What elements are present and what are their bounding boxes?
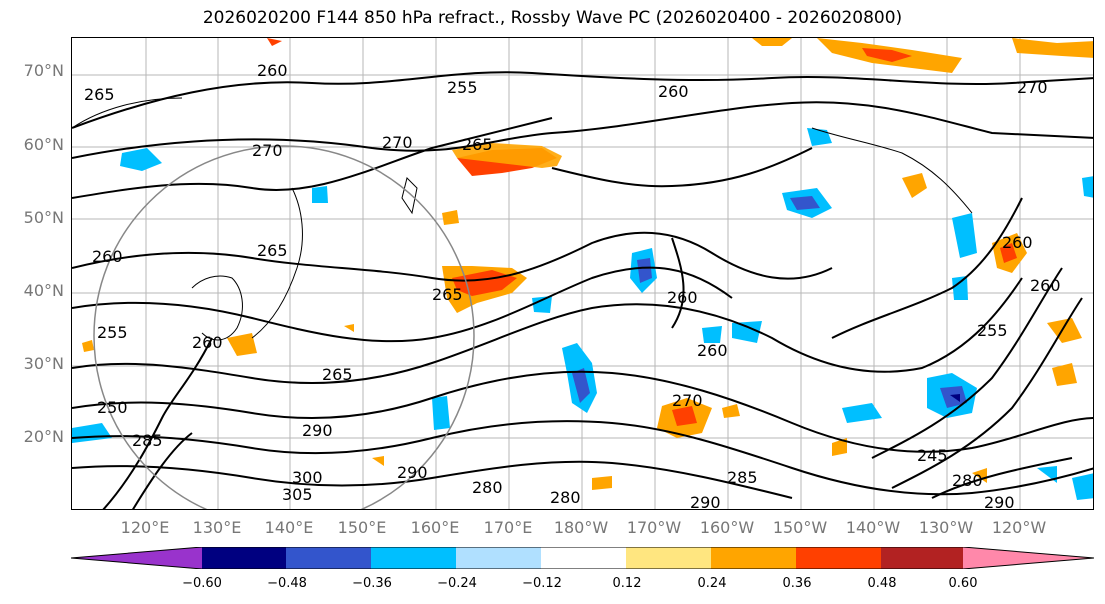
lon-label: 130°W [918, 518, 974, 537]
map-panel: 260 255 265 260 270 270 265 260 265 265 … [71, 37, 1094, 510]
contour-label: 260 [658, 82, 689, 101]
contour-label: 270 [672, 391, 703, 410]
contour-label: 280 [472, 478, 503, 497]
contour-label: 280 [952, 471, 983, 490]
contour-label: 265 [84, 85, 115, 104]
colorbar-tick-label: −0.36 [352, 576, 392, 591]
colorbar-tick-label: 0.48 [867, 576, 897, 591]
colorbar-tick-label: 0.12 [612, 576, 642, 591]
colorbar-segment [202, 547, 287, 569]
lon-label: 160°W [699, 518, 755, 537]
lon-label: 130°E [192, 518, 242, 537]
contour-label: 265 [322, 365, 353, 384]
anomaly-fills [72, 38, 1093, 500]
colorbar-tick-label: −0.12 [522, 576, 562, 591]
contour-label: 250 [97, 398, 128, 417]
colorbar-tick-label: −0.48 [267, 576, 307, 591]
contour-label: 290 [302, 421, 333, 440]
map-canvas: 260 255 265 260 270 270 265 260 265 265 … [72, 38, 1093, 510]
colorbar-segment [881, 547, 964, 569]
map-title: 2026020200 F144 850 hPa refract., Rossby… [202, 8, 903, 28]
lon-label: 170°E [483, 518, 533, 537]
colorbar-segment [371, 547, 457, 569]
contour-label: 270 [252, 141, 283, 160]
lon-label: 120°E [120, 518, 170, 537]
lon-label: 120°W [991, 518, 1047, 537]
colorbar-segment [71, 547, 202, 569]
contour-label: 285 [132, 431, 163, 450]
contour-label: 255 [977, 321, 1008, 340]
contour-label: 260 [1002, 233, 1033, 252]
contour-label: 265 [432, 285, 463, 304]
contour-label: 255 [97, 323, 128, 342]
colorbar-tick-label: −0.60 [182, 576, 222, 591]
contour-label: 270 [382, 133, 413, 152]
contour-label: 265 [257, 241, 288, 260]
lat-label: 50°N [23, 208, 64, 227]
contour-label: 260 [1030, 276, 1061, 295]
contour-label: 255 [447, 78, 478, 97]
contour-label: 265 [462, 135, 493, 154]
contour-lines [72, 71, 1093, 509]
coastlines [72, 97, 973, 341]
lon-label: 150°E [337, 518, 387, 537]
contour-label: 305 [282, 485, 313, 504]
lon-label: 150°W [772, 518, 828, 537]
colorbar-segment [286, 547, 372, 569]
lon-label: 160°E [410, 518, 460, 537]
contour-label: 260 [92, 247, 123, 266]
contour-label-group: 260 255 265 260 270 270 265 260 265 265 … [84, 61, 1061, 510]
contour-label: 290 [690, 493, 721, 510]
colorbar-tick-label: 0.60 [948, 576, 978, 591]
lat-label: 40°N [23, 281, 64, 300]
contour-label: 300 [292, 468, 323, 487]
contour-label: 245 [917, 446, 948, 465]
colorbar-tick-label: 0.24 [697, 576, 727, 591]
lat-label: 60°N [23, 135, 64, 154]
contour-label: 280 [550, 488, 581, 507]
contour-label: 270 [1017, 78, 1048, 97]
contour-label: 260 [667, 288, 698, 307]
colorbar [71, 547, 1094, 569]
colorbar-segment [796, 547, 882, 569]
contour-label: 285 [727, 468, 758, 487]
contour-label: 260 [697, 341, 728, 360]
colorbar-segment [541, 547, 627, 569]
lat-label: 70°N [23, 61, 64, 80]
lon-label: 140°E [264, 518, 314, 537]
contour-label: 260 [192, 333, 223, 352]
colorbar-segment [711, 547, 797, 569]
lon-label: 170°W [626, 518, 682, 537]
colorbar-segment [456, 547, 542, 569]
graticule [72, 38, 1093, 509]
contour-label: 260 [257, 61, 288, 80]
colorbar-segment [626, 547, 712, 569]
colorbar-tick-label: −0.24 [437, 576, 477, 591]
lat-label: 20°N [23, 427, 64, 446]
lat-label: 30°N [23, 354, 64, 373]
lon-label: 180°W [553, 518, 609, 537]
lon-label: 140°W [845, 518, 901, 537]
colorbar-segment [963, 547, 1094, 569]
contour-label: 290 [397, 463, 428, 482]
reference-circle [93, 145, 475, 509]
colorbar-tick-label: 0.36 [782, 576, 812, 591]
contour-label: 290 [984, 493, 1015, 510]
